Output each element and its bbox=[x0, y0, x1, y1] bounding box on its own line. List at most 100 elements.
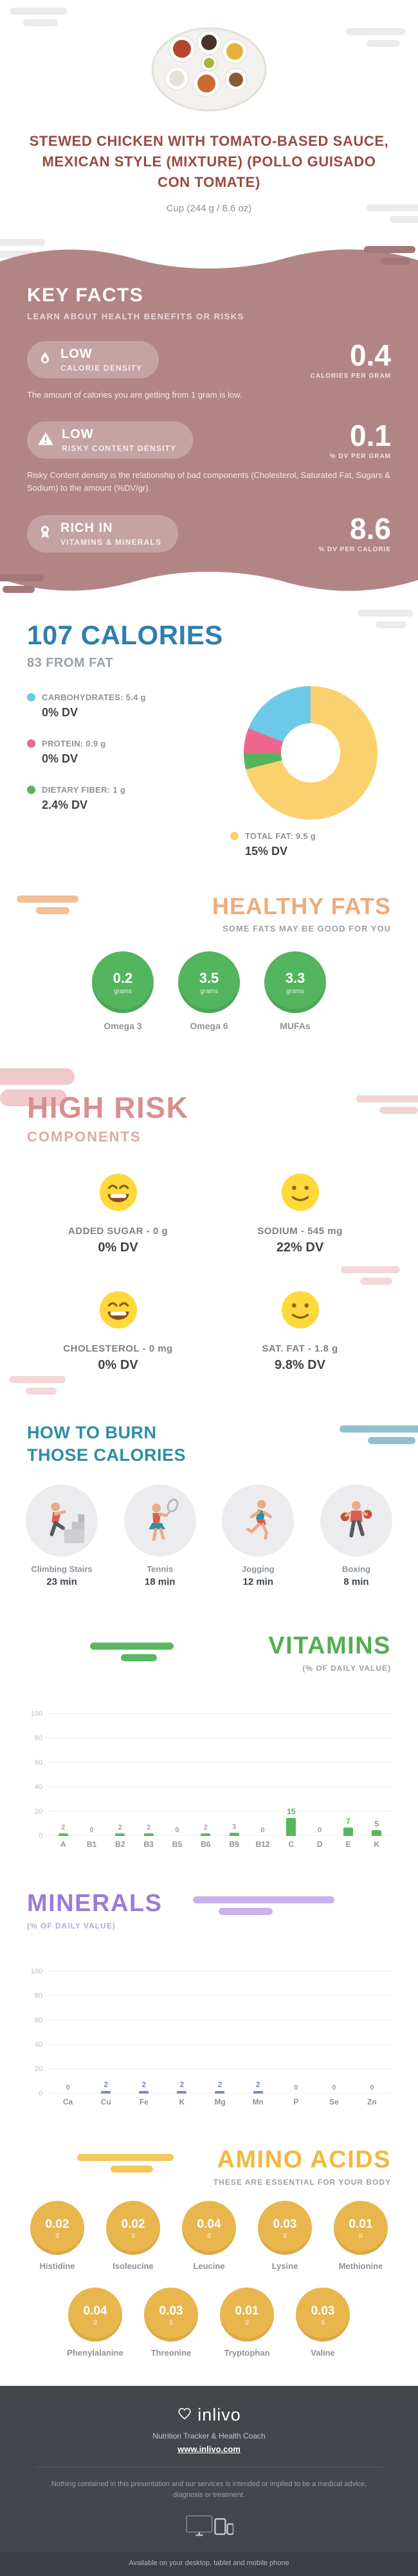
fat-unit: grams bbox=[114, 987, 132, 995]
amino-value-circle: 0.01 g bbox=[334, 2201, 388, 2255]
medal-icon bbox=[37, 524, 53, 543]
bar-zn: 0 Zn bbox=[367, 2084, 377, 2107]
legend-label: TOTAL FAT: 9.5 g bbox=[245, 831, 316, 842]
bar-b9: 3 B9 bbox=[229, 1822, 239, 1849]
amino-name: Isoleucine bbox=[113, 2261, 154, 2272]
fact-value: 0.4 bbox=[350, 338, 391, 372]
legend-label: PROTEIN: 0.9 g bbox=[42, 739, 106, 749]
amino-acids-section: AMINO ACIDS THESE ARE ESSENTIAL FOR YOUR… bbox=[0, 2128, 418, 2386]
calories-from-fat: 83 FROM FAT bbox=[27, 656, 114, 671]
minerals-subheading: (% OF DAILY VALUE) bbox=[27, 1921, 116, 1931]
fat-name: Omega 3 bbox=[104, 1021, 142, 1032]
amino-phenylalanine: 0.04 g Phenylalanine bbox=[57, 2288, 133, 2358]
fact-description: Risky Content density is the relationshi… bbox=[27, 470, 391, 493]
decoration-squiggle bbox=[9, 1376, 66, 1395]
legend-protein: PROTEIN: 0.9 g 0% DV bbox=[27, 739, 230, 766]
fact-rich-in-vitamins: RICH IN VITAMINS & MINERALS 8.6 % DV PER… bbox=[27, 514, 391, 553]
wave-divider bbox=[0, 565, 418, 591]
amino-value-circle: 0.03 g bbox=[144, 2288, 198, 2342]
risk-dv: 0% DV bbox=[98, 1358, 138, 1373]
vitamins-heading: VITAMINS bbox=[268, 1632, 391, 1660]
fact-risky-content-density: LOW RISKY CONTENT DENSITY 0.1 % DV PER G… bbox=[27, 421, 391, 460]
amino-acids-heading: AMINO ACIDS bbox=[217, 2146, 391, 2174]
fact-label: CALORIE DENSITY bbox=[60, 364, 143, 373]
high-risk-subheading: COMPONENTS bbox=[27, 1129, 141, 1145]
healthy-fats-subheading: SOME FATS MAY BE GOOD FOR YOU bbox=[223, 924, 391, 934]
fat-value-circle: 3.5 grams bbox=[178, 951, 240, 1014]
amino-name: Leucine bbox=[193, 2261, 225, 2272]
burn-tennis: Tennis 18 min bbox=[115, 1485, 205, 1587]
wave-divider bbox=[0, 249, 418, 276]
smile-face-icon bbox=[280, 1174, 320, 1215]
legend-dot bbox=[27, 693, 35, 702]
risk-name: SODIUM - 545 mg bbox=[257, 1226, 343, 1237]
risk-dv: 0% DV bbox=[98, 1240, 138, 1255]
amino-value-circle: 0.02 g bbox=[30, 2201, 84, 2255]
fat-mufas: 3.3 grams MUFAs bbox=[260, 951, 331, 1031]
amino-value-circle: 0.01 g bbox=[220, 2288, 274, 2342]
legend-dot bbox=[27, 786, 35, 795]
heart-icon bbox=[177, 2406, 192, 2424]
burn-heading: HOW TO BURN THOSE CALORIES bbox=[27, 1423, 186, 1465]
devices-icon bbox=[0, 2514, 418, 2543]
bar-mn: 2 Mn bbox=[252, 2080, 264, 2107]
amino-value-circle: 0.03 g bbox=[258, 2201, 312, 2255]
legend-label: DIETARY FIBER: 1 g bbox=[42, 785, 126, 795]
bar-ca: 0 Ca bbox=[62, 2084, 73, 2107]
minerals-heading: MINERALS bbox=[27, 1890, 163, 1918]
burn-boxing: Boxing 8 min bbox=[311, 1485, 401, 1587]
amino-name: Methionine bbox=[338, 2261, 383, 2272]
burn-jogging: Jogging 12 min bbox=[213, 1485, 303, 1587]
climbing-stairs-icon bbox=[26, 1485, 98, 1557]
disclaimer-text: Nothing contained in this presentation a… bbox=[51, 2480, 367, 2500]
burn-calories-section: HOW TO BURN THOSE CALORIES Climbing Stair… bbox=[0, 1404, 418, 1613]
vitamins-section: VITAMINS (% OF DAILY VALUE) 0 20 40 60 80 100… bbox=[0, 1613, 418, 1871]
bar-b6: 2 B6 bbox=[201, 1824, 211, 1849]
amino-methionine: 0.01 g Methionine bbox=[323, 2201, 399, 2271]
legend-dietary-fiber: DIETARY FIBER: 1 g 2.4% DV bbox=[27, 785, 230, 812]
amino-name: Valine bbox=[311, 2348, 335, 2358]
bar-b12: 0 B12 bbox=[255, 1826, 270, 1849]
fact-calorie-density: LOW CALORIE DENSITY 0.4 CALORIES PER GRA… bbox=[27, 340, 391, 380]
fact-level: LOW bbox=[62, 427, 94, 442]
fat-value: 3.3 bbox=[285, 969, 305, 986]
key-facts-heading: KEY FACTS bbox=[27, 284, 144, 306]
plot-area: 2 A 0 B1 2 B2 2 B3 0 B5 2 B6 3 B9 0 B12 15 C 0 D 7 E 5 K bbox=[49, 1688, 391, 1850]
amino-threonine: 0.03 g Threonine bbox=[133, 2288, 209, 2358]
fact-label: VITAMINS & MINERALS bbox=[60, 537, 162, 547]
y-axis-labels: 0 20 40 60 80 100 bbox=[30, 1710, 42, 1840]
burn-climbing-stairs: Climbing Stairs 23 min bbox=[17, 1485, 107, 1587]
brand-tagline: Nutrition Tracker & Health Coach bbox=[152, 2431, 266, 2441]
risk-saturated-fat: SAT. FAT - 1.8 g 9.8% DV bbox=[209, 1290, 391, 1373]
fat-value: 0.2 bbox=[113, 969, 133, 986]
high-risk-heading: HIGH RISK bbox=[27, 1091, 189, 1125]
amino-name: Phenylalanine bbox=[67, 2348, 123, 2358]
bar-c: 15 C bbox=[286, 1806, 296, 1849]
fact-label: RISKY CONTENT DENSITY bbox=[62, 444, 177, 454]
bar-b1: 0 B1 bbox=[86, 1826, 97, 1849]
jogging-icon bbox=[222, 1485, 295, 1557]
fact-value: 0.1 bbox=[350, 418, 391, 452]
amino-acids-subheading: THESE ARE ESSENTIAL FOR YOUR BODY bbox=[213, 2178, 391, 2187]
amino-value-circle: 0.02 g bbox=[106, 2201, 160, 2255]
legend-label: CARBOHYDRATES: 5.4 g bbox=[42, 693, 146, 703]
vitamins-subheading: (% OF DAILY VALUE) bbox=[302, 1664, 391, 1673]
activity-name: Jogging bbox=[242, 1564, 275, 1575]
activity-name: Boxing bbox=[341, 1564, 370, 1575]
risk-name: SAT. FAT - 1.8 g bbox=[262, 1343, 338, 1355]
amino-tryptophan: 0.01 g Tryptophan bbox=[209, 2288, 285, 2358]
plot-area: 0 Ca 2 Cu 2 Fe 2 K 2 Mg 2 Mn 0 P 0 Se 0 Zn bbox=[49, 1946, 391, 2108]
header-section: STEWED CHICKEN WITH TOMATO-BASED SAUCE, … bbox=[0, 0, 418, 258]
fact-level: RICH IN bbox=[60, 520, 113, 535]
bar-fe: 2 Fe bbox=[139, 2080, 149, 2107]
website-link[interactable]: www.inlivo.com bbox=[177, 2444, 241, 2455]
risk-name: CHOLESTEROL - 0 mg bbox=[63, 1343, 173, 1355]
fat-omega3: 0.2 grams Omega 3 bbox=[87, 951, 158, 1031]
legend-total-fat: TOTAL FAT: 9.5 g 15% DV bbox=[230, 831, 316, 858]
serving-size: Cup (244 g / 8.6 oz) bbox=[166, 202, 252, 214]
availability-text: Available on your desktop, tablet and mo… bbox=[0, 2552, 418, 2576]
